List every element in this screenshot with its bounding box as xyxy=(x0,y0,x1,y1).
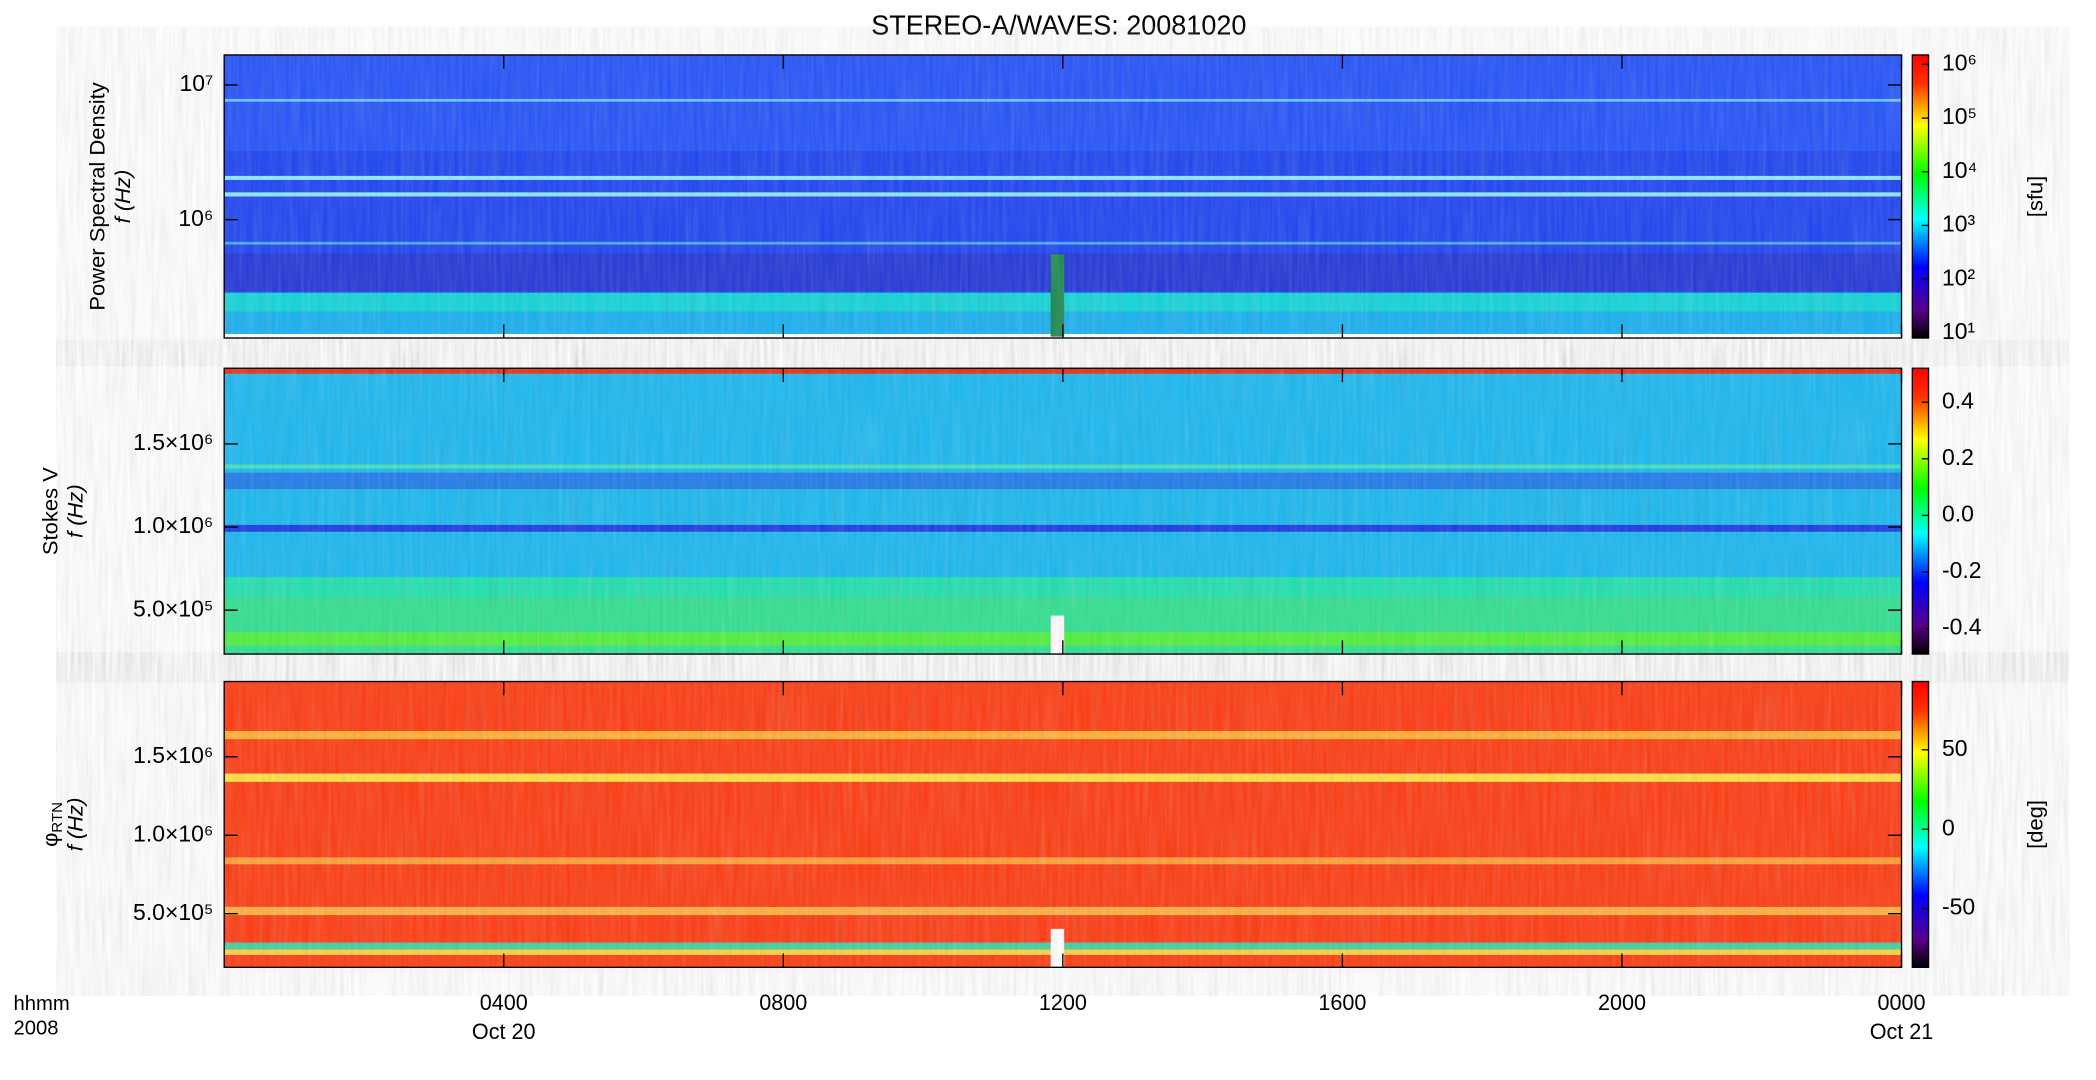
x-tick-label: 0800 xyxy=(759,990,807,1015)
colorbar xyxy=(1911,680,1930,969)
spectrogram-image xyxy=(224,54,1902,339)
colorbar xyxy=(1911,367,1930,655)
colorbar xyxy=(1911,54,1930,339)
y-axis-label-sub: RTN xyxy=(49,802,66,833)
x-date-label: Oct 20 xyxy=(472,1019,536,1044)
colorbar-tick-label: 50 xyxy=(1942,735,1968,761)
y-axis-label: φRTN xyxy=(37,802,66,847)
colorbar-label: [deg] xyxy=(2022,800,2047,849)
colorbar-tick-label: 0 xyxy=(1942,814,1955,840)
spectrogram-image xyxy=(224,681,1902,968)
y-tick-label: 1.5×10⁶ xyxy=(133,742,213,768)
x-tick-label: 2000 xyxy=(1598,990,1646,1015)
y-tick-label: 1.5×10⁶ xyxy=(133,429,213,455)
y-axis-label: Power Spectral Density xyxy=(84,82,109,310)
x-label: hhmm xyxy=(14,993,70,1015)
spectrogram-image xyxy=(224,368,1902,655)
y-axis-label: Power Spectral Density xyxy=(84,82,109,310)
colorbar-tick-label: 0.0 xyxy=(1942,500,1974,526)
x-label: 2008 xyxy=(14,1017,59,1039)
x-tick-label: 1600 xyxy=(1318,990,1366,1015)
x-tick-label: 0400 xyxy=(480,990,528,1015)
colorbar-tick-label: 0.4 xyxy=(1942,387,1974,413)
y-tick-label: 10⁶ xyxy=(178,205,213,231)
y-axis-label: φ xyxy=(37,833,62,847)
colorbar-tick-label: 10⁶ xyxy=(1942,49,1977,75)
colorbar-tick-label: -0.2 xyxy=(1942,557,1982,583)
x-tick-label: 1200 xyxy=(1039,990,1087,1015)
colorbar-tick-label: 0.2 xyxy=(1942,444,1974,470)
colorbar-tick-label: 10⁴ xyxy=(1942,157,1977,183)
colorbar-tick-label: 10³ xyxy=(1942,210,1975,236)
x-date-label: Oct 21 xyxy=(1870,1019,1934,1044)
chart-title: STEREO-A/WAVES: 20081020 xyxy=(871,10,1246,41)
y-axis-label: Stokes V xyxy=(37,467,62,555)
y-tick-label: 10⁷ xyxy=(180,70,214,96)
colorbar-tick-label: -0.4 xyxy=(1942,614,1982,640)
y-axis-label: f (Hz) xyxy=(110,170,135,224)
colorbar-tick-label: -50 xyxy=(1942,894,1975,920)
y-axis-label: f (Hz) xyxy=(63,798,88,852)
colorbar-tick-label: 10² xyxy=(1942,264,1975,290)
y-tick-label: 5.0×10⁵ xyxy=(133,899,213,925)
y-tick-label: 5.0×10⁵ xyxy=(133,595,213,621)
y-tick-label: 1.0×10⁶ xyxy=(133,820,213,846)
x-tick-label: 0000 xyxy=(1878,990,1926,1015)
colorbar-tick-label: 10¹ xyxy=(1942,318,1975,344)
y-axis-label: f (Hz) xyxy=(63,484,88,538)
colorbar-tick-label: 10⁵ xyxy=(1942,103,1977,129)
colorbar-label: [sfu] xyxy=(2022,176,2047,218)
y-tick-label: 1.0×10⁶ xyxy=(133,512,213,538)
y-axis-label: Stokes V xyxy=(37,467,62,555)
